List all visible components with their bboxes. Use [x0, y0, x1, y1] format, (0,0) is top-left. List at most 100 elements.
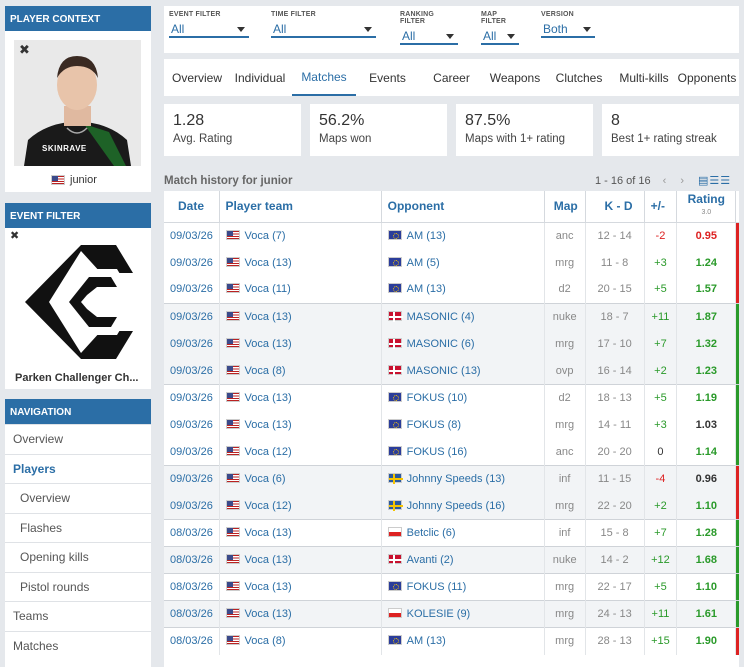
ranking-filter-select[interactable]: RANKING FILTER All [400, 11, 458, 45]
opponent[interactable]: MASONIC (4) [381, 302, 545, 331]
player-team[interactable]: Voca (8) [219, 357, 382, 385]
player-team[interactable]: Voca (13) [219, 519, 382, 547]
opponent[interactable]: FOKUS (10) [381, 383, 545, 412]
table-row[interactable]: 09/03/26 Voca (13) MASONIC (4) nuke 18 - 7 +1… [164, 302, 739, 331]
opponent[interactable]: AM (13) [381, 222, 545, 250]
match-date[interactable]: 09/03/26 [164, 464, 220, 493]
next-page-icon[interactable]: › [680, 174, 684, 187]
table-row[interactable]: 09/03/26 Voca (13) AM (5) mrg 11 - 8 +3 1.24 [164, 249, 739, 277]
match-date[interactable]: 09/03/26 [164, 357, 220, 385]
view-toggle-icon[interactable]: ▤☰☰ [698, 175, 732, 187]
opponent[interactable]: AM (13) [381, 627, 545, 655]
tab-matches[interactable]: Matches [292, 59, 356, 96]
match-date[interactable]: 08/03/26 [164, 600, 220, 628]
player-team[interactable]: Voca (13) [219, 249, 382, 277]
table-row[interactable]: 08/03/26 Voca (8) AM (13) mrg 28 - 13 +15 1.90 [164, 627, 739, 655]
opponent[interactable]: MASONIC (6) [381, 330, 545, 358]
opponent[interactable]: Johnny Speeds (16) [381, 492, 545, 520]
player-team[interactable]: Voca (13) [219, 302, 382, 331]
player-name[interactable]: junior [51, 174, 97, 186]
opponent[interactable]: Johnny Speeds (13) [381, 464, 545, 493]
player-team[interactable]: Voca (12) [219, 438, 382, 466]
player-team[interactable]: Voca (13) [219, 600, 382, 628]
player-team[interactable]: Voca (8) [219, 627, 382, 655]
table-row[interactable]: 08/03/26 Voca (13) Avanti (2) nuke 14 - 2 +12… [164, 546, 739, 574]
match-date[interactable]: 09/03/26 [164, 302, 220, 331]
event-name[interactable]: Parken Challenger Ch... [15, 372, 139, 384]
map-filter-select[interactable]: MAP FILTER All [481, 11, 519, 45]
match-date[interactable]: 09/03/26 [164, 383, 220, 412]
table-row[interactable]: 09/03/26 Voca (12) FOKUS (16) anc 20 - 20 0 1.… [164, 438, 739, 466]
opponent[interactable]: Betclic (6) [381, 519, 545, 547]
table-row[interactable]: 09/03/26 Voca (11) AM (13) d2 20 - 15 +5 1.57 [164, 276, 739, 304]
col-map[interactable]: Map [544, 191, 586, 223]
tab-clutches[interactable]: Clutches [555, 70, 603, 85]
match-date[interactable]: 08/03/26 [164, 546, 220, 574]
tab-events[interactable]: Events [369, 70, 406, 85]
nav-matches[interactable]: Matches [5, 630, 151, 661]
match-date[interactable]: 09/03/26 [164, 438, 220, 466]
nav-opening-kills[interactable]: Opening kills [5, 542, 151, 572]
player-team[interactable]: Voca (12) [219, 492, 382, 520]
event-filter-select[interactable]: EVENT FILTER All [169, 11, 249, 38]
player-team[interactable]: Voca (6) [219, 464, 382, 493]
table-row[interactable]: 09/03/26 Voca (7) AM (13) anc 12 - 14 -2 0.95 [164, 222, 739, 250]
tab-individual[interactable]: Individual [234, 70, 286, 85]
tab-weapons[interactable]: Weapons [489, 70, 541, 85]
table-row[interactable]: 09/03/26 Voca (13) FOKUS (8) mrg 14 - 11 +3 1.… [164, 411, 739, 439]
opponent[interactable]: AM (5) [381, 249, 545, 277]
col-kd[interactable]: K - D [585, 191, 645, 223]
tab-career[interactable]: Career [433, 70, 470, 85]
nav-overview[interactable]: Overview [5, 424, 151, 454]
prev-page-icon[interactable]: ‹ [662, 174, 667, 187]
player-team[interactable]: Voca (11) [219, 276, 382, 304]
tab-multi-kills[interactable]: Multi-kills [619, 70, 669, 85]
table-row[interactable]: 08/03/26 Voca (13) KOLESIE (9) mrg 24 - 13 +1… [164, 600, 739, 628]
table-row[interactable]: 09/03/26 Voca (12) Johnny Speeds (16) mrg 22… [164, 492, 739, 520]
opponent[interactable]: KOLESIE (9) [381, 600, 545, 628]
match-date[interactable]: 09/03/26 [164, 222, 220, 250]
col-date[interactable]: Date [164, 191, 220, 223]
match-date[interactable]: 09/03/26 [164, 492, 220, 520]
col-opponent[interactable]: Opponent [381, 191, 545, 223]
match-date[interactable]: 08/03/26 [164, 627, 220, 655]
player-team[interactable]: Voca (13) [219, 383, 382, 412]
player-team[interactable]: Voca (13) [219, 573, 382, 601]
player-team[interactable]: Voca (13) [219, 411, 382, 439]
tab-opponents[interactable]: Opponents [677, 70, 737, 85]
player-team[interactable]: Voca (13) [219, 546, 382, 574]
col-team[interactable]: Player team [219, 191, 382, 223]
opponent[interactable]: AM (13) [381, 276, 545, 304]
table-row[interactable]: 09/03/26 Voca (13) MASONIC (6) mrg 17 - 10 +7… [164, 330, 739, 358]
table-row[interactable]: 09/03/26 Voca (6) Johnny Speeds (13) inf 11 … [164, 464, 739, 493]
match-date[interactable]: 08/03/26 [164, 519, 220, 547]
table-row[interactable]: 08/03/26 Voca (13) Betclic (6) inf 15 - 8 +7 1… [164, 519, 739, 547]
opponent[interactable]: FOKUS (11) [381, 573, 545, 601]
clear-player-icon[interactable]: ✖ [19, 42, 30, 57]
nav-players[interactable]: Players [5, 453, 151, 484]
col-rating[interactable]: Rating 3.0 [676, 191, 737, 223]
table-row[interactable]: 09/03/26 Voca (8) MASONIC (13) ovp 16 - 14 +2… [164, 357, 739, 385]
col-plusminus[interactable]: +/- [644, 191, 678, 223]
nav-flashes[interactable]: Flashes [5, 512, 151, 543]
nav-pistol-rounds[interactable]: Pistol rounds [5, 571, 151, 602]
opponent[interactable]: MASONIC (13) [381, 357, 545, 385]
opponent[interactable]: FOKUS (16) [381, 438, 545, 466]
tab-overview[interactable]: Overview [171, 70, 222, 85]
match-date[interactable]: 08/03/26 [164, 573, 220, 601]
match-date[interactable]: 09/03/26 [164, 330, 220, 358]
opponent[interactable]: Avanti (2) [381, 546, 545, 574]
clear-event-icon[interactable]: ✖ [10, 230, 20, 242]
match-date[interactable]: 09/03/26 [164, 411, 220, 439]
table-row[interactable]: 08/03/26 Voca (13) FOKUS (11) mrg 22 - 17 +5 1… [164, 573, 739, 601]
player-team[interactable]: Voca (7) [219, 222, 382, 250]
match-date[interactable]: 09/03/26 [164, 249, 220, 277]
time-filter-select[interactable]: TIME FILTER All [271, 11, 376, 38]
version-select[interactable]: VERSION Both [541, 11, 595, 38]
nav-players-overview[interactable]: Overview [5, 483, 151, 513]
table-row[interactable]: 09/03/26 Voca (13) FOKUS (10) d2 18 - 13 +5 1.… [164, 383, 739, 412]
nav-teams[interactable]: Teams [5, 601, 151, 631]
opponent[interactable]: FOKUS (8) [381, 411, 545, 439]
player-team[interactable]: Voca (13) [219, 330, 382, 358]
match-date[interactable]: 09/03/26 [164, 276, 220, 304]
